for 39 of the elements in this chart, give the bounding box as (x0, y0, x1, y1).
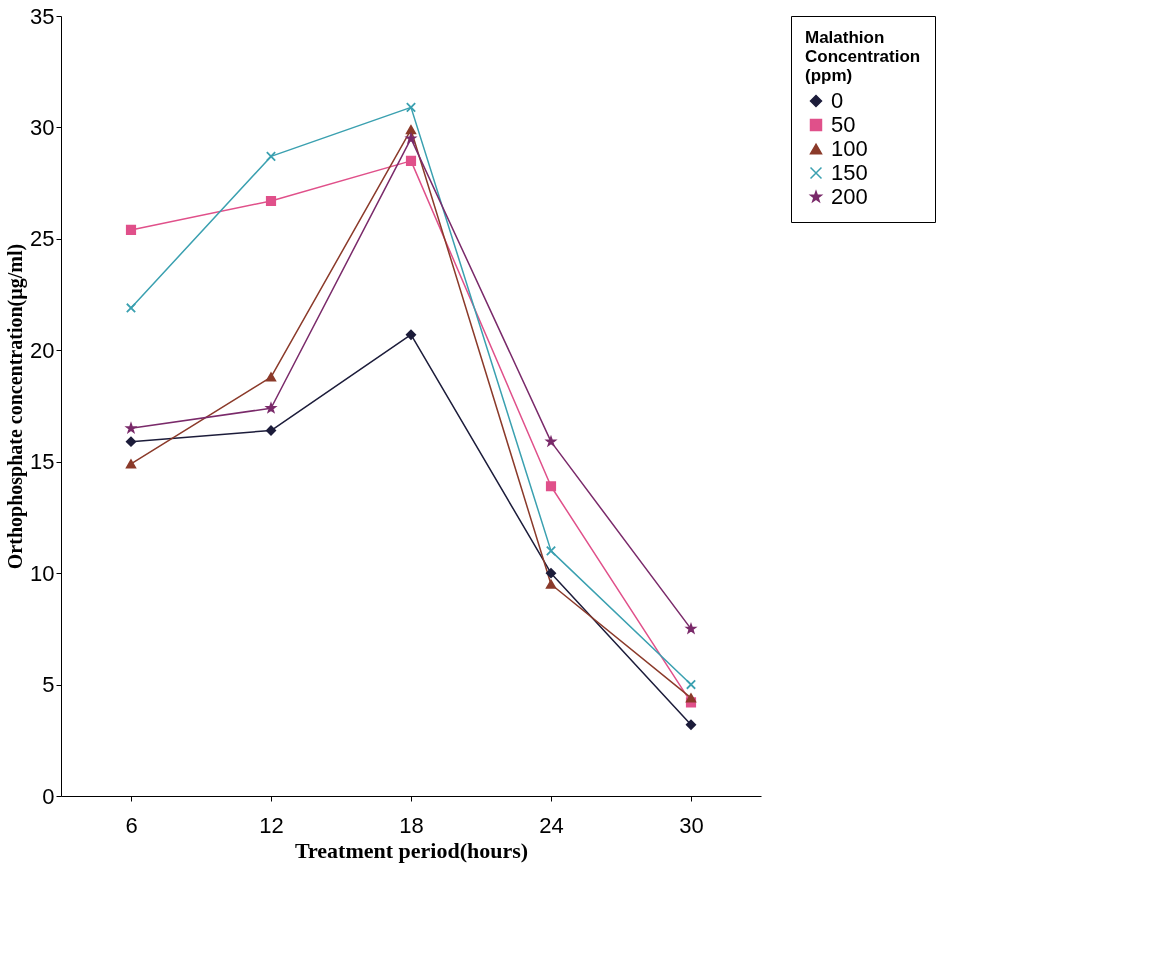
point (405, 102, 417, 113)
y-tick-label: 30 (30, 114, 55, 140)
point (125, 302, 137, 314)
y-tick-label: 35 (30, 3, 55, 29)
y-tick-label: 5 (42, 672, 55, 698)
point (265, 151, 277, 162)
point (405, 155, 417, 166)
y-axis-title: Orthophosphate concentration(µg/ml) (4, 243, 28, 570)
legend-label: 150 (831, 160, 868, 185)
x-tick-label: 30 (679, 812, 704, 838)
x-tick-label: 18 (399, 812, 424, 838)
point (685, 719, 697, 730)
point (265, 195, 277, 207)
y-tick-label: 20 (30, 337, 55, 363)
y-tick-label: 10 (30, 560, 55, 586)
point (545, 568, 557, 579)
x-tick-label: 24 (539, 812, 564, 838)
y-tick-label: 15 (30, 449, 55, 475)
point (545, 545, 557, 556)
point (685, 679, 697, 690)
x-tick-label: 12 (259, 812, 284, 838)
legend-label: 200 (831, 184, 868, 209)
legend-label: 50 (831, 112, 856, 137)
legend-label: 0 (831, 88, 844, 113)
y-tick-label: 25 (30, 226, 55, 252)
point (265, 372, 277, 382)
point (405, 329, 417, 340)
legend-title: Malathion Concentration (ppm) (805, 28, 921, 85)
point (125, 459, 137, 469)
y-tick-label: 0 (42, 783, 55, 809)
point (125, 224, 137, 236)
point (545, 481, 557, 492)
point (405, 125, 417, 135)
legend-label: 100 (831, 136, 868, 161)
point (545, 579, 557, 589)
x-axis-title: Treatment period(hours) (294, 837, 529, 863)
x-tick-label: 6 (125, 812, 138, 838)
point (685, 693, 697, 703)
point (125, 436, 137, 447)
